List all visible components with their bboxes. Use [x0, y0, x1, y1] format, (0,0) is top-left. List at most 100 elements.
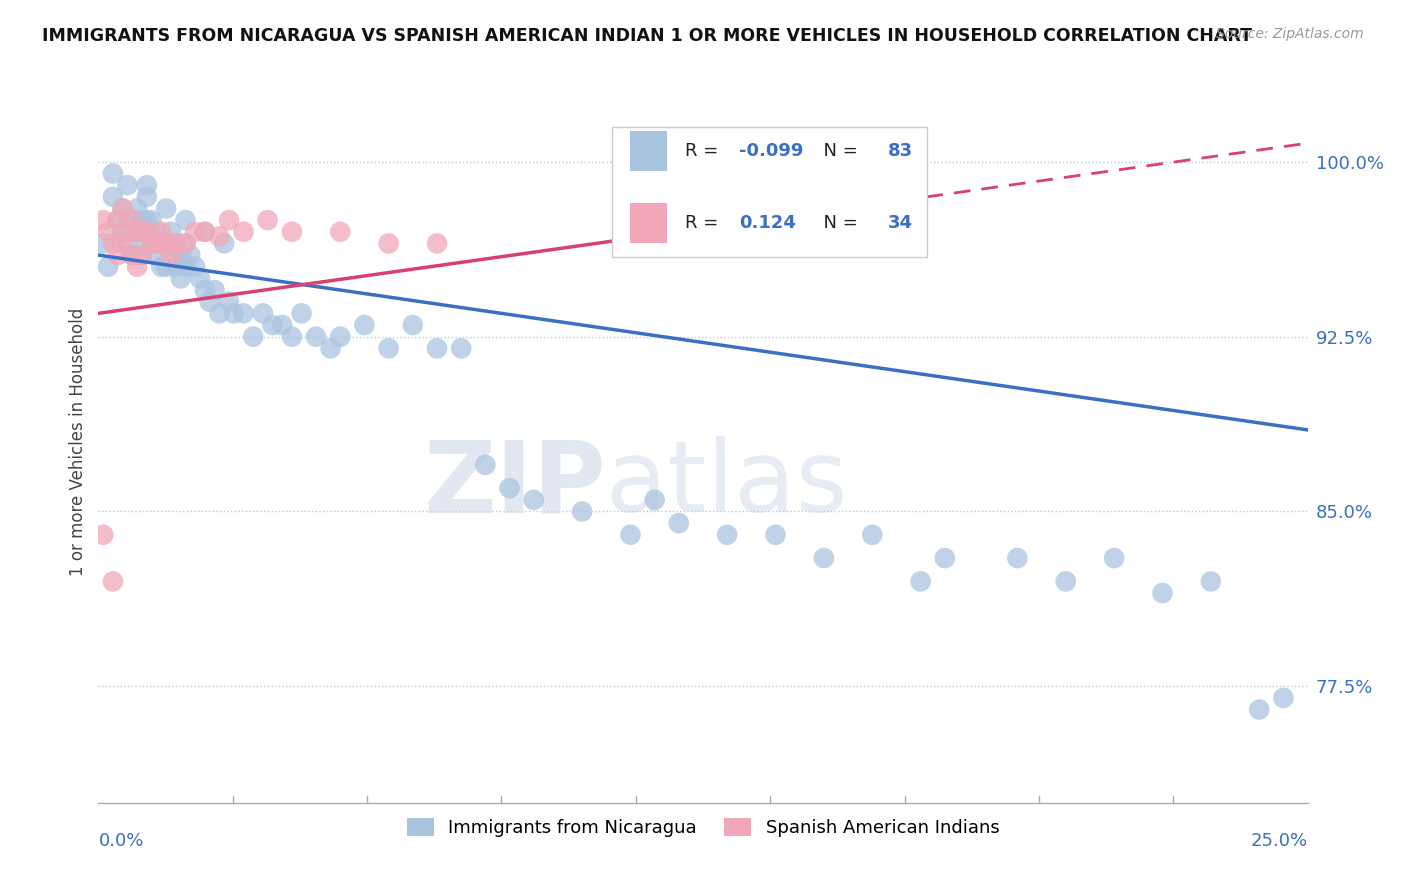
- Point: [174, 260, 197, 274]
- Point: [155, 236, 177, 251]
- Text: 25.0%: 25.0%: [1250, 831, 1308, 850]
- Point: [107, 248, 129, 262]
- Point: [1054, 574, 1077, 589]
- Point: [188, 271, 211, 285]
- Point: [111, 225, 134, 239]
- Point: [145, 236, 167, 251]
- Point: [498, 481, 520, 495]
- Point: [523, 492, 546, 507]
- Text: R =: R =: [685, 142, 724, 160]
- Point: [131, 248, 153, 262]
- Point: [619, 528, 641, 542]
- Point: [121, 213, 143, 227]
- Point: [242, 329, 264, 343]
- Point: [222, 306, 245, 320]
- Point: [194, 225, 217, 239]
- Point: [135, 236, 157, 251]
- Point: [91, 213, 114, 227]
- Point: [145, 225, 167, 239]
- Point: [141, 236, 163, 251]
- Point: [127, 202, 149, 216]
- Point: [160, 225, 183, 239]
- Point: [101, 574, 124, 589]
- Point: [716, 528, 738, 542]
- Point: [165, 236, 187, 251]
- Point: [174, 236, 197, 251]
- Point: [1152, 586, 1174, 600]
- Point: [377, 236, 399, 251]
- Point: [141, 213, 163, 227]
- Text: 83: 83: [889, 142, 912, 160]
- Point: [329, 225, 352, 239]
- Point: [91, 236, 114, 251]
- Text: 0.0%: 0.0%: [98, 831, 143, 850]
- Point: [910, 574, 932, 589]
- Point: [1199, 574, 1222, 589]
- Point: [194, 283, 217, 297]
- Text: R =: R =: [685, 214, 724, 232]
- Legend: Immigrants from Nicaragua, Spanish American Indians: Immigrants from Nicaragua, Spanish Ameri…: [399, 811, 1007, 845]
- Point: [150, 260, 173, 274]
- Point: [1272, 690, 1295, 705]
- Point: [121, 213, 143, 227]
- Point: [111, 202, 134, 216]
- Point: [377, 341, 399, 355]
- Point: [281, 329, 304, 343]
- Point: [107, 213, 129, 227]
- Point: [111, 236, 134, 251]
- Point: [155, 236, 177, 251]
- Point: [101, 190, 124, 204]
- Point: [271, 318, 294, 332]
- Point: [474, 458, 496, 472]
- Point: [218, 213, 240, 227]
- Point: [934, 551, 956, 566]
- Point: [305, 329, 328, 343]
- Point: [644, 492, 666, 507]
- Point: [150, 225, 173, 239]
- Point: [91, 528, 114, 542]
- Point: [127, 225, 149, 239]
- Point: [426, 341, 449, 355]
- Point: [212, 236, 235, 251]
- Point: [813, 551, 835, 566]
- Text: ZIP: ZIP: [423, 436, 606, 533]
- Point: [232, 225, 254, 239]
- Point: [160, 248, 183, 262]
- Point: [165, 260, 187, 274]
- Point: [179, 248, 201, 262]
- Point: [131, 248, 153, 262]
- Point: [145, 248, 167, 262]
- Point: [571, 504, 593, 518]
- Point: [353, 318, 375, 332]
- Point: [290, 306, 312, 320]
- Point: [1102, 551, 1125, 566]
- Text: atlas: atlas: [606, 436, 848, 533]
- Text: 34: 34: [889, 214, 912, 232]
- Point: [1007, 551, 1029, 566]
- Point: [668, 516, 690, 530]
- Point: [252, 306, 274, 320]
- Point: [135, 213, 157, 227]
- Point: [208, 306, 231, 320]
- Point: [135, 225, 157, 239]
- Point: [117, 178, 139, 193]
- Point: [135, 178, 157, 193]
- Point: [155, 260, 177, 274]
- Y-axis label: 1 or more Vehicles in Household: 1 or more Vehicles in Household: [69, 308, 87, 575]
- Point: [232, 306, 254, 320]
- Point: [204, 283, 226, 297]
- Text: -0.099: -0.099: [740, 142, 804, 160]
- Point: [121, 248, 143, 262]
- Point: [184, 260, 207, 274]
- Point: [256, 213, 278, 227]
- Point: [450, 341, 472, 355]
- Point: [329, 329, 352, 343]
- Point: [127, 225, 149, 239]
- FancyBboxPatch shape: [613, 128, 927, 257]
- Text: Source: ZipAtlas.com: Source: ZipAtlas.com: [1216, 27, 1364, 41]
- Point: [174, 213, 197, 227]
- Point: [218, 294, 240, 309]
- Point: [262, 318, 284, 332]
- Text: N =: N =: [811, 142, 863, 160]
- Point: [111, 202, 134, 216]
